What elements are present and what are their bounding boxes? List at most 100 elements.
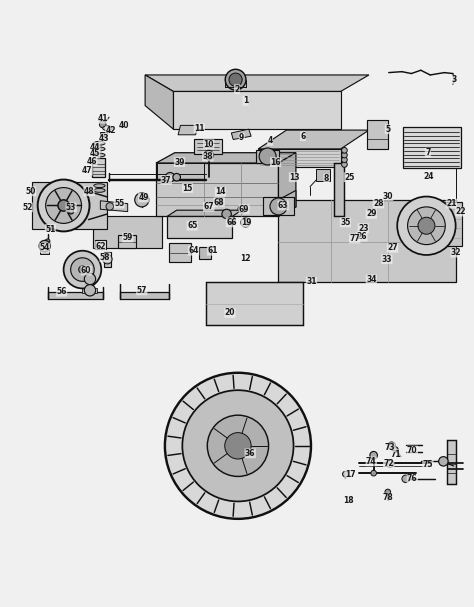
Text: 48: 48 — [84, 187, 94, 196]
Circle shape — [259, 148, 276, 165]
Polygon shape — [278, 191, 296, 216]
Text: 73: 73 — [385, 443, 395, 452]
Text: 20: 20 — [225, 308, 235, 317]
Bar — [100, 132, 108, 136]
Text: 58: 58 — [100, 253, 110, 262]
Polygon shape — [445, 202, 462, 246]
Text: 51: 51 — [45, 225, 55, 234]
Polygon shape — [256, 151, 279, 163]
Text: 77: 77 — [349, 234, 360, 243]
Text: 35: 35 — [340, 218, 351, 227]
Text: 44: 44 — [90, 143, 100, 152]
Polygon shape — [157, 163, 204, 180]
Circle shape — [408, 207, 445, 245]
Bar — [118, 235, 136, 248]
Polygon shape — [156, 163, 278, 216]
Text: 19: 19 — [241, 218, 252, 227]
Polygon shape — [156, 153, 296, 163]
Circle shape — [386, 460, 394, 467]
Polygon shape — [145, 75, 173, 129]
Text: 29: 29 — [366, 209, 376, 219]
Ellipse shape — [94, 189, 105, 192]
Circle shape — [222, 209, 231, 219]
Polygon shape — [173, 92, 341, 129]
Text: 56: 56 — [56, 287, 67, 296]
Circle shape — [182, 390, 293, 501]
Polygon shape — [403, 127, 461, 168]
Text: 6: 6 — [301, 132, 306, 141]
Bar — [199, 247, 211, 259]
Text: 43: 43 — [99, 134, 109, 143]
Circle shape — [46, 188, 82, 223]
Bar — [82, 288, 97, 293]
Circle shape — [438, 456, 448, 466]
Text: 22: 22 — [456, 207, 466, 216]
Text: 25: 25 — [344, 173, 355, 181]
Circle shape — [135, 193, 149, 207]
Text: 69: 69 — [239, 205, 249, 214]
Circle shape — [397, 197, 456, 255]
Polygon shape — [178, 126, 198, 135]
Polygon shape — [366, 120, 388, 149]
Text: 15: 15 — [182, 183, 193, 192]
Circle shape — [342, 152, 347, 158]
Polygon shape — [194, 138, 222, 154]
Circle shape — [215, 198, 223, 206]
Circle shape — [45, 239, 50, 243]
Text: 17: 17 — [345, 470, 356, 479]
Circle shape — [207, 415, 269, 476]
Circle shape — [173, 174, 181, 181]
Text: 12: 12 — [240, 254, 251, 263]
Text: 37: 37 — [161, 175, 172, 185]
Text: 70: 70 — [407, 446, 418, 455]
Polygon shape — [145, 75, 369, 92]
Circle shape — [371, 470, 376, 476]
Circle shape — [39, 240, 50, 252]
Text: 47: 47 — [82, 166, 92, 175]
Text: 74: 74 — [366, 457, 377, 466]
Circle shape — [106, 203, 114, 210]
Text: 32: 32 — [451, 248, 461, 257]
Ellipse shape — [94, 147, 105, 151]
Text: 45: 45 — [90, 149, 100, 158]
Text: 72: 72 — [383, 459, 394, 468]
Text: 33: 33 — [382, 255, 392, 263]
Polygon shape — [278, 153, 296, 216]
Text: 23: 23 — [358, 223, 369, 232]
Text: 78: 78 — [383, 493, 393, 502]
Text: 53: 53 — [66, 203, 76, 212]
Bar — [104, 252, 111, 266]
Circle shape — [343, 471, 348, 477]
Text: 39: 39 — [174, 158, 185, 167]
Polygon shape — [206, 282, 303, 325]
Circle shape — [165, 373, 311, 519]
Text: 30: 30 — [383, 192, 393, 200]
Polygon shape — [120, 292, 169, 299]
Text: 57: 57 — [137, 286, 147, 295]
Text: 13: 13 — [289, 173, 300, 181]
Circle shape — [58, 200, 69, 211]
Text: 3: 3 — [451, 75, 456, 84]
Polygon shape — [258, 130, 369, 149]
Ellipse shape — [94, 153, 105, 157]
Circle shape — [225, 69, 246, 90]
Polygon shape — [258, 149, 341, 167]
Text: 8: 8 — [324, 174, 329, 183]
Circle shape — [418, 217, 435, 234]
Ellipse shape — [103, 126, 112, 131]
Text: 31: 31 — [306, 277, 317, 287]
Ellipse shape — [94, 141, 105, 145]
Polygon shape — [278, 200, 456, 282]
Text: 42: 42 — [105, 126, 116, 135]
Text: 14: 14 — [215, 188, 226, 196]
Text: 9: 9 — [239, 133, 244, 142]
Text: 65: 65 — [187, 221, 198, 230]
Text: 4: 4 — [267, 137, 273, 146]
Circle shape — [241, 218, 250, 227]
Circle shape — [100, 121, 106, 127]
Bar — [169, 243, 191, 262]
Circle shape — [204, 151, 213, 160]
Polygon shape — [167, 210, 242, 216]
Circle shape — [402, 475, 410, 483]
Bar — [40, 246, 49, 254]
